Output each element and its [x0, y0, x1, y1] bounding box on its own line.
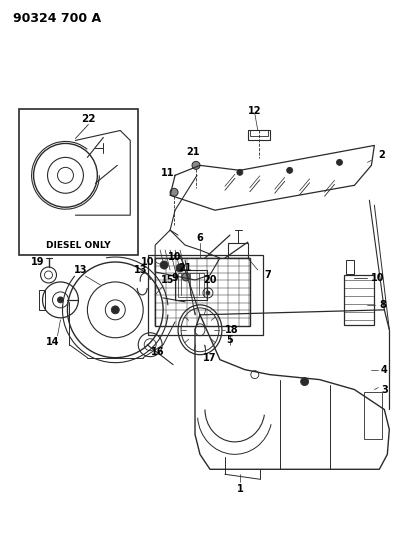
Circle shape: [301, 377, 308, 385]
Text: 9: 9: [172, 273, 179, 283]
Bar: [148, 255, 263, 335]
Text: 3: 3: [381, 385, 388, 394]
Circle shape: [206, 291, 210, 295]
Bar: [19, 109, 138, 255]
Bar: [155, 258, 250, 326]
Text: 15: 15: [161, 275, 175, 285]
Text: 20: 20: [203, 275, 217, 285]
Circle shape: [287, 167, 293, 173]
Bar: [345, 275, 374, 325]
Text: 13: 13: [74, 265, 87, 275]
Text: 10: 10: [168, 252, 182, 262]
Text: 5: 5: [227, 335, 233, 345]
Circle shape: [57, 297, 63, 303]
Text: 12: 12: [248, 106, 261, 116]
Circle shape: [176, 264, 184, 272]
Text: 6: 6: [197, 233, 204, 243]
Text: 1: 1: [236, 484, 243, 494]
Text: 21: 21: [186, 148, 200, 157]
Text: 13: 13: [133, 265, 147, 275]
Circle shape: [182, 273, 190, 281]
Bar: [228, 243, 248, 258]
Text: 10: 10: [371, 273, 384, 283]
Circle shape: [192, 161, 200, 169]
Circle shape: [160, 261, 168, 269]
Bar: [248, 131, 270, 140]
Text: 7: 7: [265, 270, 271, 280]
Text: 17: 17: [203, 353, 217, 362]
Text: 22: 22: [81, 114, 96, 124]
Text: 11: 11: [161, 168, 175, 179]
Bar: [175, 270, 207, 300]
Text: 8: 8: [379, 300, 386, 310]
Text: DIESEL ONLY: DIESEL ONLY: [46, 240, 111, 249]
Circle shape: [237, 169, 243, 175]
Text: 16: 16: [151, 346, 165, 357]
Bar: [38, 290, 44, 310]
Text: 18: 18: [225, 325, 239, 335]
Bar: [346, 260, 354, 274]
Text: 90324 700 A: 90324 700 A: [13, 12, 101, 26]
Text: 2: 2: [378, 150, 385, 160]
Text: 21: 21: [178, 263, 192, 273]
Text: 4: 4: [381, 365, 388, 375]
Text: 14: 14: [46, 337, 59, 347]
Bar: [178, 273, 204, 297]
Bar: [364, 392, 383, 439]
Circle shape: [337, 159, 343, 165]
Text: 19: 19: [31, 257, 44, 267]
Circle shape: [111, 306, 119, 314]
Bar: [250, 131, 268, 136]
Circle shape: [170, 188, 178, 196]
Text: 10: 10: [141, 257, 155, 267]
